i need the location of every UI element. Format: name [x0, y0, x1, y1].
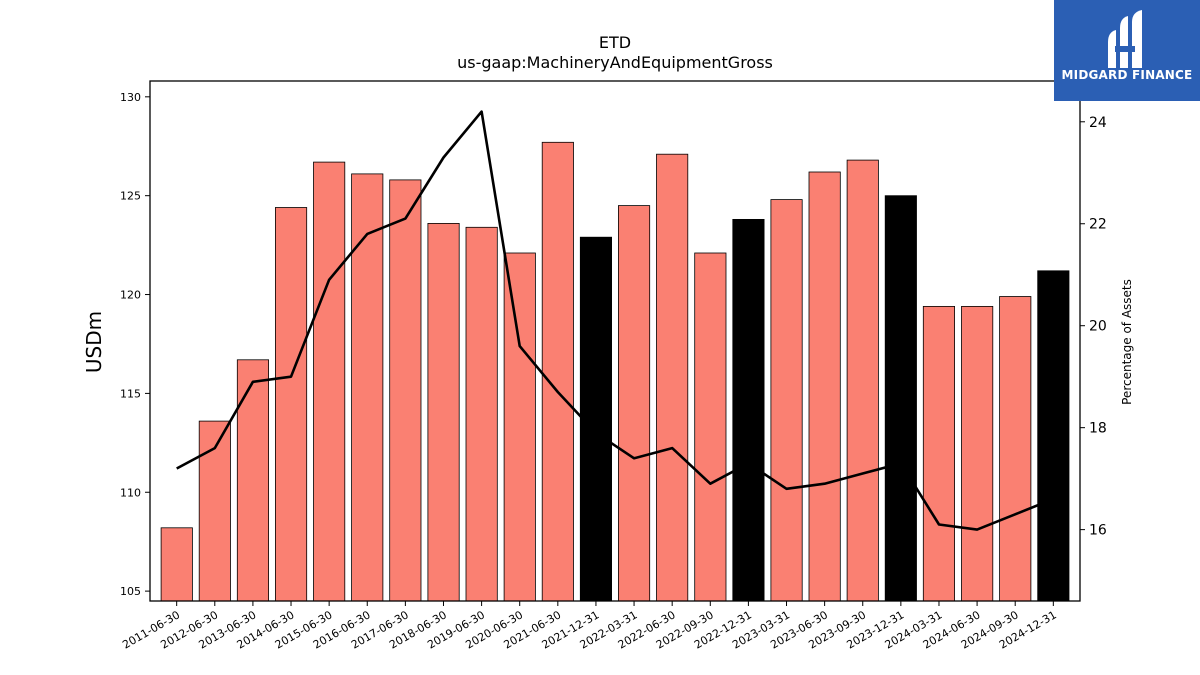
y2-tick-label: 16: [1089, 523, 1107, 539]
y-tick-label: 125: [120, 190, 141, 203]
chart-title: ETD: [599, 33, 631, 52]
bar: [160, 527, 193, 602]
bar: [618, 205, 651, 602]
bar: [694, 252, 727, 602]
bar: [846, 159, 879, 602]
y2-tick-label: 24: [1089, 115, 1107, 131]
bar: [808, 171, 841, 602]
y2-axis: 16 18 20 22 24: [1080, 115, 1107, 539]
bar: [503, 252, 536, 602]
bar: [999, 296, 1032, 602]
logo-mark-icon: [1108, 10, 1142, 68]
bar: [541, 141, 574, 602]
y-tick-label: 130: [120, 91, 141, 104]
y2-axis-label: Percentage of Assets: [1120, 279, 1134, 405]
y2-tick-label: 22: [1089, 217, 1107, 233]
bar: [961, 305, 994, 602]
line-group: [176, 110, 1054, 531]
brand-logo: MIDGARD FINANCE: [1054, 0, 1200, 101]
bar: [884, 195, 917, 602]
plot-frame: [149, 80, 1081, 602]
bar: [274, 207, 308, 602]
bar-group: [160, 141, 1070, 602]
logo-text: MIDGARD FINANCE: [1061, 68, 1193, 82]
bar: [922, 305, 955, 602]
y-tick-label: 105: [120, 585, 141, 598]
y-tick-label: 110: [120, 486, 141, 499]
bar: [313, 161, 346, 602]
line-series: [176, 110, 1054, 531]
bar: [770, 199, 803, 602]
bar: [427, 222, 460, 602]
bar: [198, 420, 231, 602]
y-tick-label: 120: [120, 289, 141, 302]
chart-subtitle: us-gaap:MachineryAndEquipmentGross: [457, 53, 773, 72]
bar: [236, 359, 270, 602]
y-tick-label: 115: [120, 387, 141, 400]
bar: [1037, 270, 1070, 602]
y-axis-label: USDm: [82, 311, 106, 373]
y-axis: 105 110 115 120 125 130: [120, 91, 150, 598]
bar: [732, 218, 765, 602]
bar: [351, 173, 384, 602]
bar: [579, 236, 612, 602]
bar: [656, 153, 689, 602]
y2-tick-label: 20: [1089, 319, 1107, 335]
x-axis: 2011-06-302012-06-302013-06-302014-06-30…: [120, 601, 1059, 652]
bar: [389, 179, 422, 602]
y2-tick-label: 18: [1089, 421, 1107, 437]
bar: [465, 226, 498, 602]
